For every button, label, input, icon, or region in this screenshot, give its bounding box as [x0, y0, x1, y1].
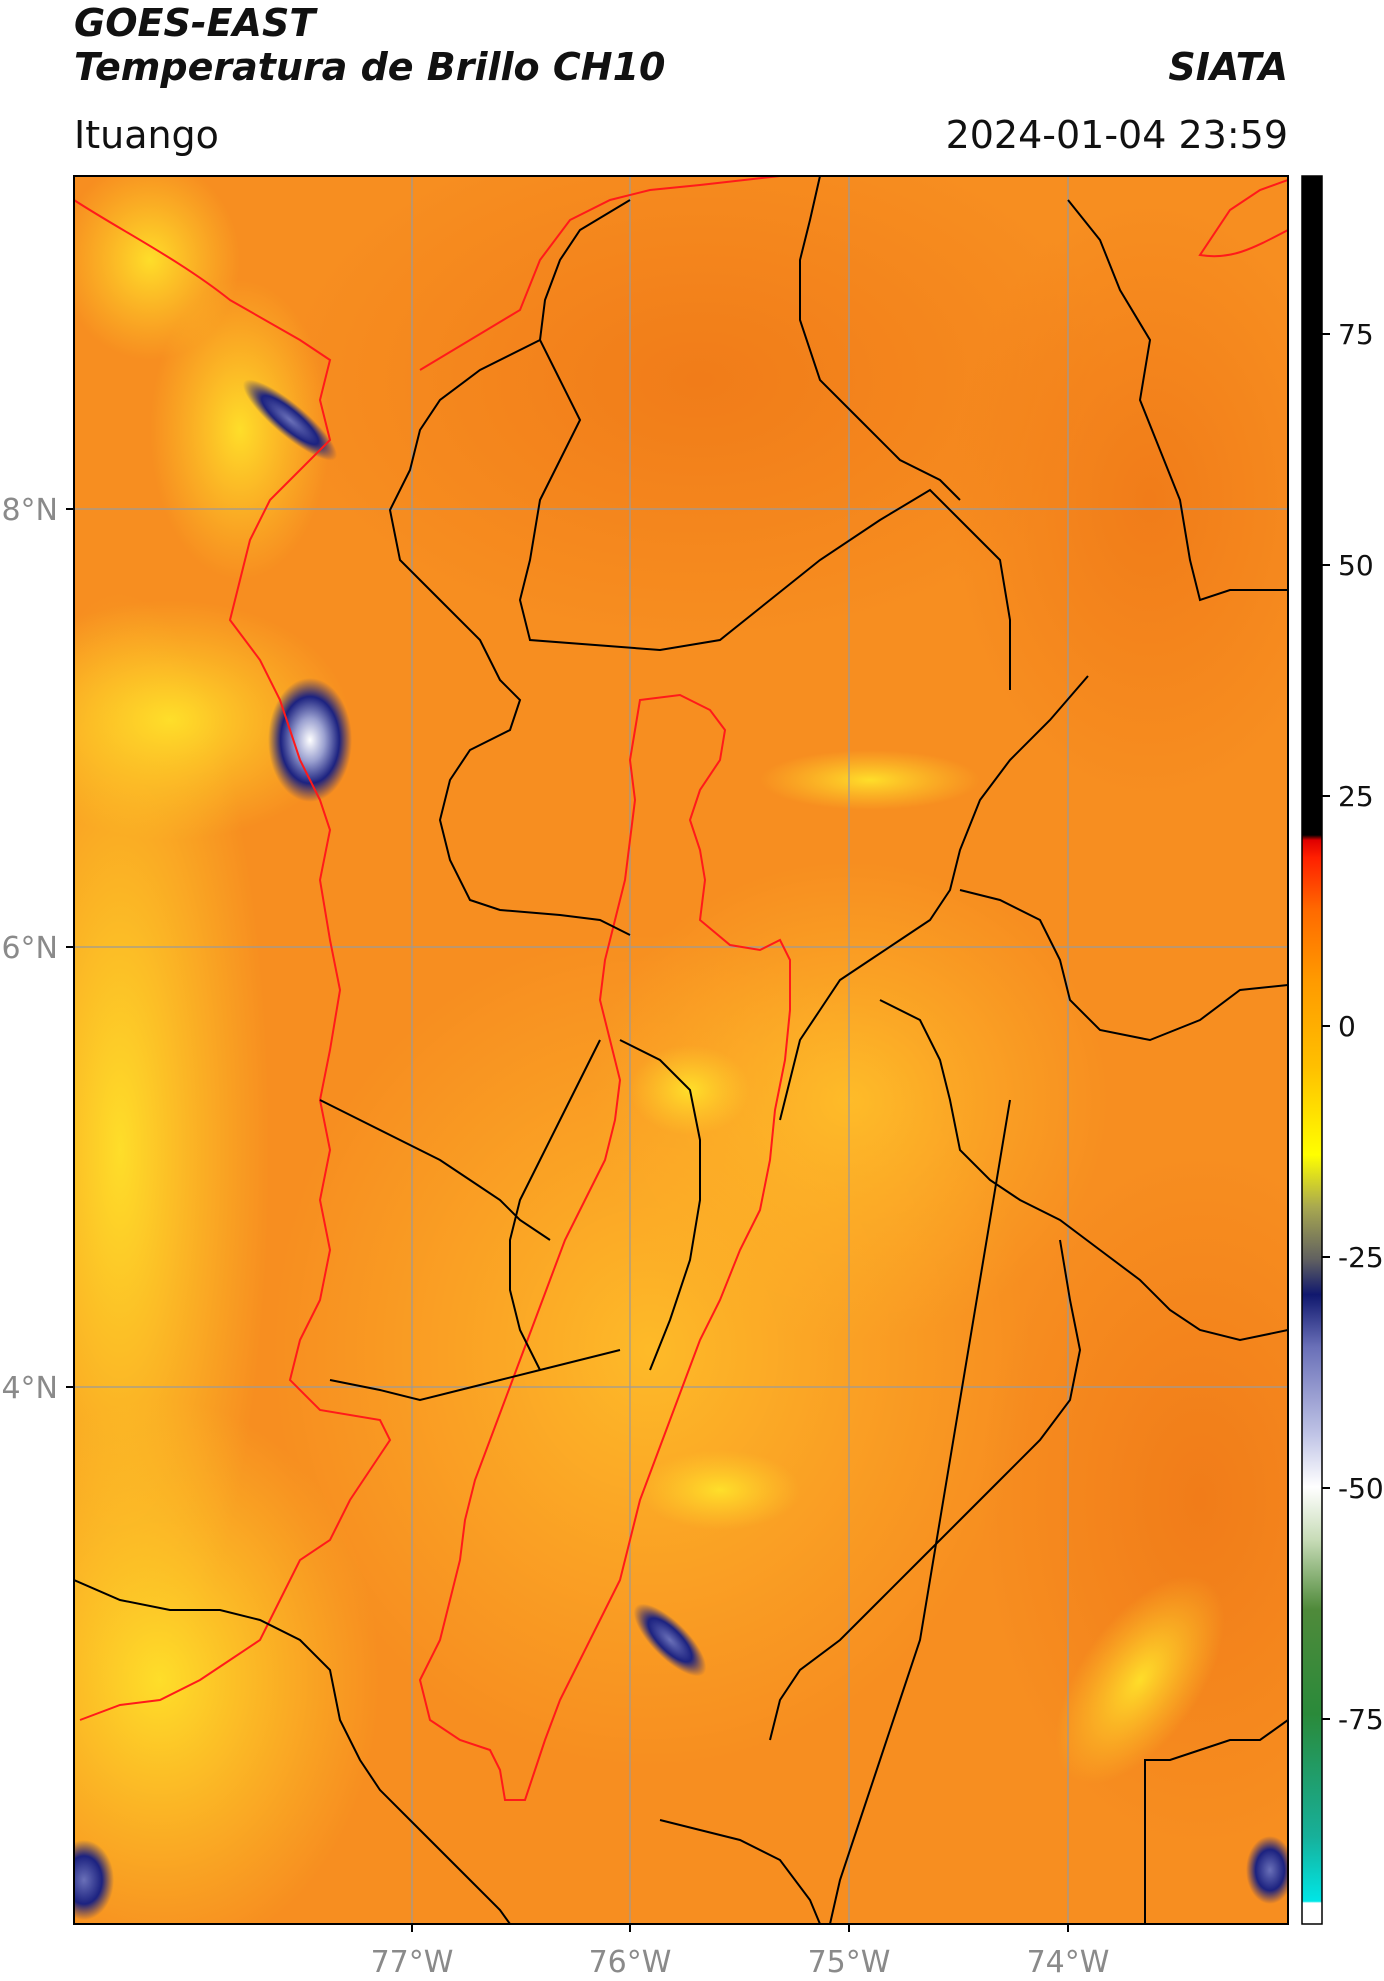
product-title: Temperatura de Brillo CH10: [74, 45, 666, 89]
colorbar-tick-minus75: -75: [1338, 1703, 1384, 1736]
coastline-north: [419, 176, 1288, 371]
coastline: [74, 199, 392, 1721]
satellite-title: GOES-EAST: [74, 1, 316, 45]
brightness-temperature-field: [74, 176, 1288, 1924]
map-frame: [73, 175, 1289, 1925]
colorbar: 75 50 25 0 -25 -50 -75: [1301, 175, 1384, 1925]
lon-tick-74w: 74°W: [1027, 1945, 1110, 1980]
longitude-ticks: 77°W 76°W 75°W 74°W: [371, 1924, 1110, 1980]
lon-tick-76w: 76°W: [589, 1945, 672, 1980]
organization-label: SIATA: [1168, 45, 1288, 89]
lat-tick-6n: 6°N: [1, 931, 58, 966]
timestamp-label: 2024-01-04 23:59: [945, 113, 1288, 157]
latitude-ticks: 8°N 6°N 4°N: [1, 493, 74, 1406]
location-label: Ituango: [74, 113, 219, 157]
graticule: [74, 176, 1288, 1924]
colorbar-tick-minus50: -50: [1338, 1472, 1384, 1505]
colorbar-tick-75: 75: [1338, 318, 1374, 351]
admin-borders: [74, 176, 1288, 1924]
basin-outline: [418, 693, 791, 1801]
colorbar-tick-25: 25: [1338, 780, 1374, 813]
lon-tick-77w: 77°W: [371, 1945, 454, 1980]
colorbar-tick-50: 50: [1338, 549, 1374, 582]
lat-tick-8n: 8°N: [1, 493, 58, 528]
lat-tick-4n: 4°N: [1, 1371, 58, 1406]
lon-tick-75w: 75°W: [808, 1945, 891, 1980]
colorbar-tick-minus25: -25: [1338, 1241, 1384, 1274]
colorbar-tick-0: 0: [1338, 1010, 1356, 1043]
